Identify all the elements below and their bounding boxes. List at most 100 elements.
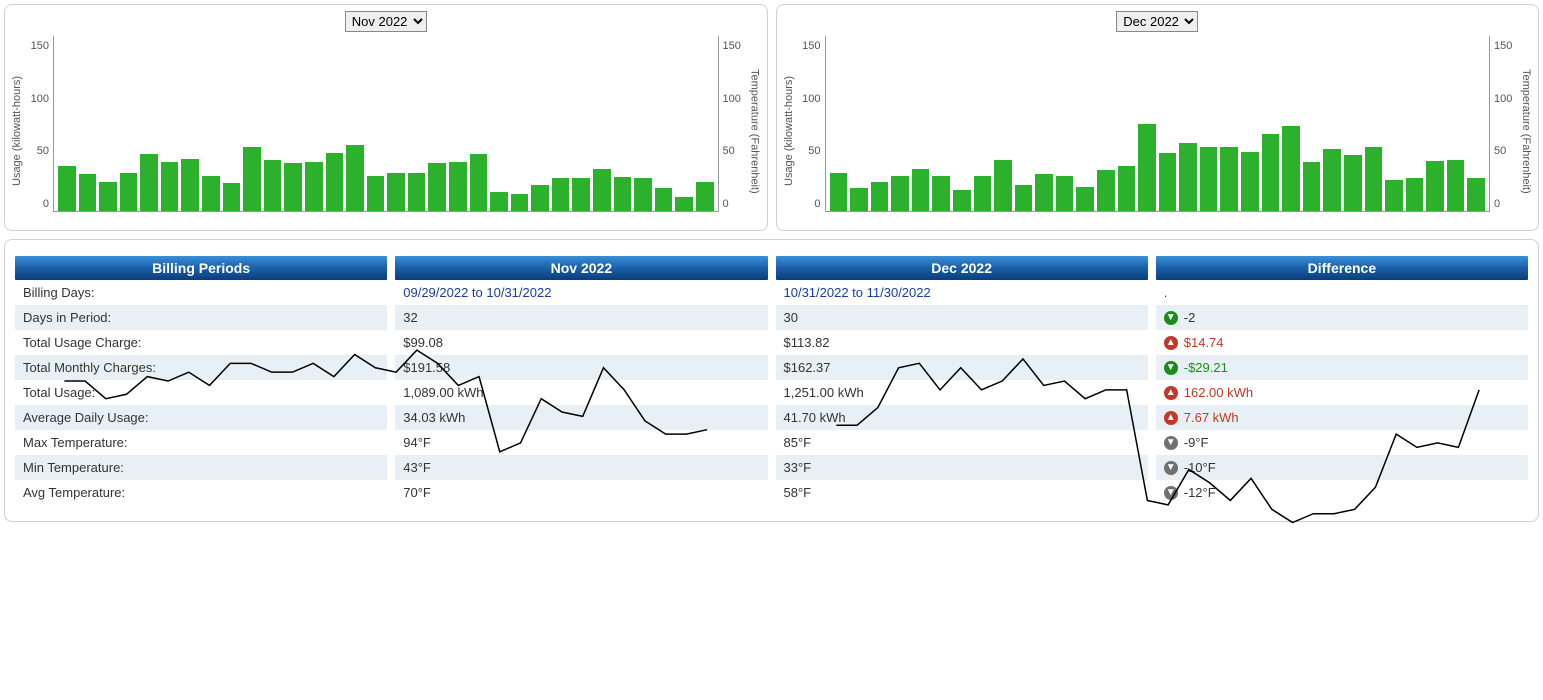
table-cell: ▲162.00 kWh <box>1156 380 1528 405</box>
y-tick: 50 <box>801 145 821 157</box>
usage-bar <box>1220 147 1238 211</box>
y-ticks-left: 150100500 <box>797 36 825 226</box>
cell-text: Max Temperature: <box>23 435 128 450</box>
usage-bar <box>1262 134 1280 211</box>
usage-bar <box>1241 152 1259 212</box>
row-label: Max Temperature: <box>15 430 387 455</box>
cell-text: 30 <box>784 310 798 325</box>
table-cell: 41.70 kWh <box>776 405 1148 430</box>
usage-bar <box>850 188 868 211</box>
table-cell: 34.03 kWh <box>395 405 767 430</box>
table-cell: ▼-2 <box>1156 305 1528 330</box>
table-cell: $162.37 <box>776 355 1148 380</box>
arrow-down-icon: ▼ <box>1164 361 1178 375</box>
usage-bar <box>428 163 446 211</box>
usage-bar <box>1138 124 1156 212</box>
y-axis-label-usage: Usage (kilowatt-hours) <box>9 36 25 226</box>
diff-value: -2 <box>1184 310 1196 325</box>
month-select[interactable]: Nov 2022 <box>345 11 427 32</box>
column-header: Nov 2022 <box>395 256 767 280</box>
y-tick: 50 <box>1494 145 1514 157</box>
cell-text: Days in Period: <box>23 310 111 325</box>
usage-bar <box>223 183 241 211</box>
table-cell: ▲7.67 kWh <box>1156 405 1528 430</box>
table-cell: 58°F <box>776 480 1148 505</box>
y-tick: 0 <box>801 198 821 210</box>
usage-bar <box>367 176 385 211</box>
usage-bar <box>511 194 529 212</box>
usage-bar <box>99 182 117 211</box>
usage-bar <box>891 176 909 211</box>
cell-text: 94°F <box>403 435 431 450</box>
y-ticks-left: 150100500 <box>25 36 53 226</box>
usage-bar <box>593 169 611 211</box>
arrow-up-icon: ▲ <box>1164 411 1178 425</box>
usage-bar <box>408 173 426 212</box>
usage-bar <box>614 177 632 211</box>
cell-text: 85°F <box>784 435 812 450</box>
diff-value: . <box>1164 285 1168 300</box>
cell-text: Total Monthly Charges: <box>23 360 156 375</box>
usage-bar <box>1200 147 1218 211</box>
usage-bar <box>161 162 179 211</box>
plot-area <box>825 36 1491 212</box>
usage-bar <box>1385 180 1403 212</box>
diff-value: -9°F <box>1184 435 1209 450</box>
usage-bar <box>243 147 261 211</box>
row-label: Total Usage: <box>15 380 387 405</box>
table-cell: ▼-10°F <box>1156 455 1528 480</box>
cell-text: Min Temperature: <box>23 460 124 475</box>
usage-bar <box>387 173 405 212</box>
usage-bar <box>1076 187 1094 212</box>
usage-bar <box>1344 155 1362 211</box>
usage-bar <box>932 176 950 211</box>
billing-period-range: 09/29/2022 to 10/31/2022 <box>403 285 551 300</box>
table-column: Difference.▼-2▲$14.74▼-$29.21▲162.00 kWh… <box>1156 256 1528 505</box>
cell-text: $99.08 <box>403 335 443 350</box>
table-cell: 1,089.00 kWh <box>395 380 767 405</box>
y-tick: 150 <box>1494 40 1514 52</box>
column-header: Difference <box>1156 256 1528 280</box>
y-ticks-right: 150100500 <box>719 36 747 226</box>
cell-text: 32 <box>403 310 417 325</box>
table-cell: 30 <box>776 305 1148 330</box>
table-cell: 1,251.00 kWh <box>776 380 1148 405</box>
y-ticks-right: 150100500 <box>1490 36 1518 226</box>
usage-chart-panel-1: Dec 2022Usage (kilowatt-hours)1501005001… <box>776 4 1540 231</box>
y-tick: 50 <box>723 145 743 157</box>
arrow-down-icon: ▼ <box>1164 486 1178 500</box>
usage-bar <box>912 169 930 211</box>
usage-bar <box>871 182 889 211</box>
usage-bar <box>346 145 364 212</box>
row-label: Min Temperature: <box>15 455 387 480</box>
usage-bar <box>284 163 302 211</box>
usage-bar <box>1365 147 1383 211</box>
y-tick: 100 <box>723 93 743 105</box>
cell-text: Avg Temperature: <box>23 485 125 500</box>
table-cell: 85°F <box>776 430 1148 455</box>
usage-chart-panel-0: Nov 2022Usage (kilowatt-hours)1501005001… <box>4 4 768 231</box>
plot-area <box>53 36 719 212</box>
usage-bar <box>1015 185 1033 211</box>
usage-bar <box>305 162 323 211</box>
month-select[interactable]: Dec 2022 <box>1116 11 1198 32</box>
table-cell: 33°F <box>776 455 1148 480</box>
y-axis-label-temperature: Temperature (Fahrenheit) <box>1518 36 1534 226</box>
usage-bar <box>655 188 673 211</box>
usage-bar <box>490 192 508 211</box>
table-cell: 70°F <box>395 480 767 505</box>
y-tick: 150 <box>29 40 49 52</box>
row-label: Total Monthly Charges: <box>15 355 387 380</box>
billing-comparison-table: Billing PeriodsBilling Days:Days in Peri… <box>4 239 1539 522</box>
row-label: Billing Days: <box>15 280 387 305</box>
cell-text: $191.58 <box>403 360 450 375</box>
cell-text: Total Usage Charge: <box>23 335 142 350</box>
y-tick: 0 <box>29 198 49 210</box>
cell-text: 33°F <box>784 460 812 475</box>
usage-bar <box>449 162 467 211</box>
cell-text: 1,089.00 kWh <box>403 385 483 400</box>
usage-bar <box>1056 176 1074 211</box>
usage-bar <box>1303 162 1321 211</box>
diff-value: 162.00 kWh <box>1184 385 1253 400</box>
cell-text: 34.03 kWh <box>403 410 465 425</box>
